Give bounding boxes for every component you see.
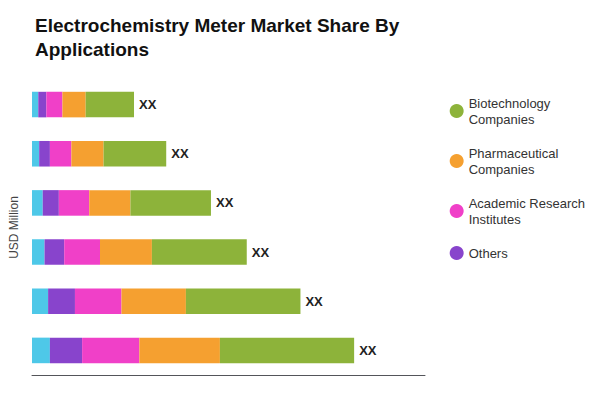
svg-text:Companies: Companies: [469, 112, 535, 127]
svg-text:Institutes: Institutes: [469, 212, 522, 227]
svg-text:Companies: Companies: [469, 162, 535, 177]
svg-text:USD Million: USD Million: [7, 196, 21, 259]
svg-text:Applications: Applications: [35, 39, 149, 60]
svg-text:XX: XX: [171, 146, 189, 161]
svg-text:Academic Research: Academic Research: [469, 196, 585, 211]
svg-text:XX: XX: [252, 245, 270, 260]
svg-text:Others: Others: [469, 246, 509, 261]
svg-text:Biotechnology: Biotechnology: [469, 96, 551, 111]
svg-text:XX: XX: [359, 343, 377, 358]
svg-text:XX: XX: [139, 97, 157, 112]
svg-text:Electrochemistry Meter Market: Electrochemistry Meter Market Share By: [35, 15, 400, 36]
svg-text:XX: XX: [305, 294, 323, 309]
svg-text:Pharmaceutical: Pharmaceutical: [469, 146, 559, 161]
svg-text:XX: XX: [216, 195, 234, 210]
